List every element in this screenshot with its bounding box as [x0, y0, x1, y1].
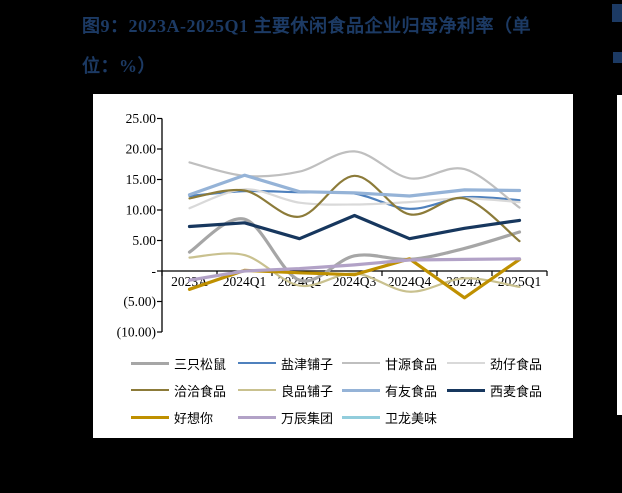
x-tick-label: 2024Q1: [223, 274, 267, 289]
legend-swatch-qiaqia-foods: [131, 389, 169, 391]
legend-swatch-wanchen-group: [238, 415, 276, 419]
legend-swatch-bestore: [238, 389, 276, 391]
legend-swatch-youyou-foods: [342, 388, 380, 392]
legend-label-qiaqia-foods: 洽洽食品: [174, 383, 227, 399]
x-tick-label: 2024Q3: [333, 274, 377, 289]
legend-item-wanchen-group: 万辰集团: [238, 410, 334, 426]
legend-label-ximai-foods: 西麦食品: [490, 383, 543, 399]
legend-swatch-haoxiangni: [131, 415, 169, 419]
series-line-ximai-foods: [187, 213, 522, 241]
legend-swatch-three-squirrels: [131, 361, 169, 365]
legend-item-bestore: 良品铺子: [238, 383, 334, 399]
y-tick-label: (5.00): [123, 294, 156, 309]
y-tick-label: 5.00: [132, 233, 156, 248]
legend-item-ximai-foods: 西麦食品: [447, 383, 543, 399]
chart-panel: 25.00 20.00 15.00 10.00 5.00 - (5.00) (10.00) 20…: [93, 94, 573, 438]
legend-item-haoxiangni: 好想你: [131, 410, 214, 426]
legend-label-jinzai-foods: 劲仔食品: [490, 356, 543, 372]
y-tick-label: 20.00: [126, 142, 157, 157]
adjacent-title-fragment: [612, 4, 622, 22]
legend-label-haoxiangni: 好想你: [174, 410, 214, 426]
adjacent-panel-sliver: [617, 95, 622, 415]
legend-item-ganyuan-foods: 甘源食品: [342, 356, 438, 372]
x-tick-label: 2024Q4: [388, 274, 432, 289]
figure-title: 图9：2023A-2025Q1 主要休闲食品企业归母净利率（单 位：%）: [82, 6, 587, 86]
legend-label-bestore: 良品铺子: [281, 383, 334, 399]
y-tick-label: 10.00: [126, 203, 157, 218]
series-line-qiaqia-foods: [188, 174, 521, 243]
legend-item-yanjin-shop: 盐津铺子: [238, 356, 334, 372]
legend-label-youyou-foods: 有友食品: [385, 383, 438, 399]
figure-title-line2: 位：%）: [82, 56, 156, 76]
y-tick-label: (10.00): [117, 325, 156, 340]
legend-label-wanchen-group: 万辰集团: [281, 410, 334, 426]
legend-label-weilong-delicious: 卫龙美味: [385, 410, 438, 426]
legend-item-youyou-foods: 有友食品: [342, 383, 438, 399]
adjacent-mark-fragment: [613, 52, 622, 63]
series-line-youyou-foods: [187, 173, 522, 198]
legend-swatch-ximai-foods: [447, 388, 485, 392]
series-line-three-squirrels: [187, 217, 522, 283]
legend-swatch-yanjin-shop: [238, 362, 276, 364]
legend-item-three-squirrels: 三只松鼠: [131, 356, 227, 372]
legend-swatch-weilong-delicious: [342, 415, 380, 419]
legend-item-jinzai-foods: 劲仔食品: [447, 356, 543, 372]
series-line-wanchen-group: [187, 257, 522, 282]
line-chart: 25.00 20.00 15.00 10.00 5.00 - (5.00) (10.00) 20…: [117, 111, 548, 340]
legend-label-yanjin-shop: 盐津铺子: [281, 356, 334, 372]
legend-swatch-ganyuan-foods: [342, 362, 380, 364]
figure-title-line1: 图9：2023A-2025Q1 主要休闲食品企业归母净利率（单: [82, 16, 531, 36]
legend-item-qiaqia-foods: 洽洽食品: [131, 383, 227, 399]
y-tick-label: 25.00: [126, 111, 157, 126]
legend-swatch-jinzai-foods: [447, 362, 485, 364]
legend-label-ganyuan-foods: 甘源食品: [385, 356, 438, 372]
legend-label-three-squirrels: 三只松鼠: [174, 356, 227, 372]
legend-item-weilong-delicious: 卫龙美味: [342, 410, 438, 426]
y-tick-label: 15.00: [126, 172, 157, 187]
y-tick-label: -: [152, 264, 157, 279]
